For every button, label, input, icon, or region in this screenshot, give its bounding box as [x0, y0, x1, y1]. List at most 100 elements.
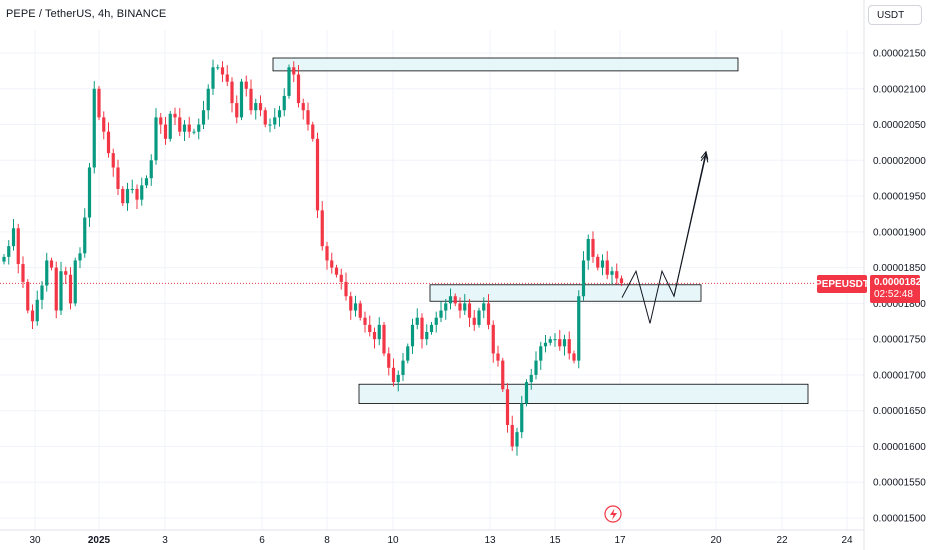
candle-body	[591, 239, 595, 257]
candle-body	[562, 339, 567, 347]
candle-body	[292, 67, 296, 75]
candle-body	[135, 188, 139, 200]
candle-body	[439, 310, 443, 318]
candle-body	[605, 260, 609, 275]
time-tick-label: 13	[484, 535, 496, 546]
candle-body	[368, 324, 372, 332]
candle-body	[434, 317, 438, 325]
candle-body	[515, 432, 519, 447]
candle-body	[339, 274, 343, 282]
candle-body	[130, 188, 134, 190]
candle-body	[7, 246, 11, 257]
candle-body	[510, 425, 514, 447]
time-tick-label: 2025	[88, 535, 111, 546]
candle-body	[197, 124, 201, 132]
time-tick-label: 22	[776, 535, 788, 546]
candle-body	[358, 303, 362, 318]
price-tick-label: 0.00001800	[873, 299, 926, 310]
candle-body	[249, 88, 253, 111]
symbol-tag: PEPEUSDT	[815, 275, 869, 293]
candle-body	[216, 67, 220, 69]
candle-body	[106, 131, 111, 154]
candle-body	[87, 167, 92, 218]
currency-unit-button[interactable]: USDT	[868, 5, 922, 25]
time-tick-label: 17	[614, 535, 626, 546]
candle-body	[486, 303, 491, 325]
candle-body	[263, 110, 267, 125]
time-tick-label: 8	[324, 535, 330, 546]
zone-rect	[358, 383, 809, 404]
candle-body	[325, 246, 329, 261]
candle-body	[401, 360, 405, 375]
candle-body	[491, 324, 495, 354]
candle-body	[83, 217, 87, 254]
candle-body	[282, 95, 286, 111]
candle-body	[429, 324, 434, 332]
candle-body	[567, 339, 571, 354]
candle-body	[35, 299, 39, 322]
candle-body	[254, 103, 258, 111]
candle-body	[54, 267, 58, 311]
candle-body	[68, 274, 73, 304]
candle-body	[615, 271, 619, 279]
candle-body	[11, 228, 16, 247]
candle-body	[619, 278, 624, 284]
candle-body	[268, 124, 272, 126]
bar-countdown: 02:52:48	[874, 289, 913, 300]
candle-body	[330, 260, 334, 268]
candle-body	[501, 360, 505, 390]
candle-body	[505, 389, 510, 425]
candle-body	[287, 67, 291, 96]
candle-body	[140, 185, 144, 200]
candle-body	[159, 117, 163, 125]
price-tick-label: 0.00001500	[873, 514, 926, 525]
candle-body	[244, 81, 248, 89]
candle-body	[102, 117, 106, 132]
candle-body	[116, 167, 120, 189]
price-tick-label: 0.00001750	[873, 335, 926, 346]
candle-body	[586, 239, 590, 261]
candle-body	[235, 103, 239, 118]
candle-body	[149, 160, 153, 179]
time-tick-label: 3	[162, 535, 168, 546]
candle-body	[363, 317, 367, 325]
candle-body	[192, 131, 196, 133]
candle-body	[30, 310, 35, 322]
time-tick-label: 10	[387, 535, 399, 546]
candle-body	[201, 110, 206, 125]
zone-rect	[429, 284, 702, 302]
candle-body	[344, 281, 348, 297]
candle-body	[377, 324, 381, 340]
candle-body	[220, 67, 225, 75]
price-tick-label: 0.00002100	[873, 84, 926, 95]
price-tick-label: 0.00002050	[873, 120, 926, 131]
price-tick-label: 0.00001650	[873, 406, 926, 417]
price-tick-label: 0.00002150	[873, 49, 926, 60]
candle-body	[301, 103, 305, 111]
price-tick-label: 0.00002000	[873, 156, 926, 167]
last-price-value: 0.00001828	[874, 277, 927, 288]
candle-body	[230, 81, 234, 104]
lightning-icon[interactable]	[604, 505, 622, 523]
price-axis[interactable]: 0.00002150 0.00002100 0.00002050 0.00002000…	[863, 0, 926, 550]
candle-body	[154, 117, 158, 161]
time-tick-label: 15	[549, 535, 561, 546]
candle-body	[59, 271, 63, 311]
candle-body	[458, 303, 462, 311]
candle-body	[463, 303, 467, 311]
candle-body	[273, 117, 277, 125]
candle-body	[97, 88, 101, 118]
candle-body	[40, 285, 44, 300]
candle-body	[64, 271, 68, 275]
projection-arrow-head	[700, 153, 709, 163]
candle-body	[396, 374, 400, 383]
candle-body	[539, 346, 543, 361]
projection-paths	[621, 150, 709, 324]
time-axis[interactable]: 30 2025 3 6 8 10 13 15 17 20 22 24	[0, 529, 864, 546]
candle-body	[372, 332, 377, 340]
candle-body	[311, 124, 315, 139]
candle-body	[472, 317, 476, 325]
chart-title: PEPE / TetherUS, 4h, BINANCE	[6, 8, 167, 20]
candle-body	[420, 317, 424, 340]
